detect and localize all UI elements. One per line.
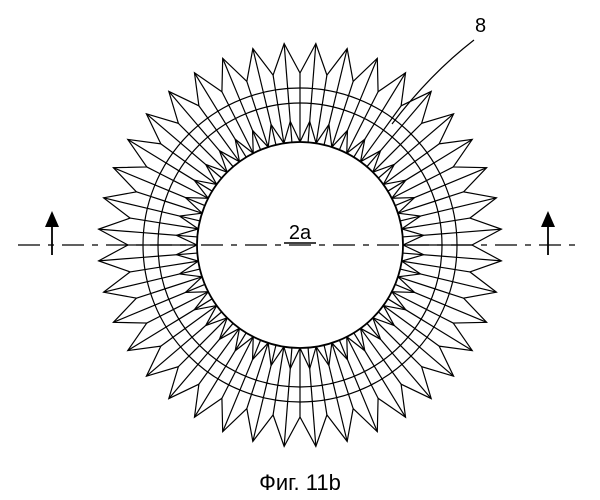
figure-caption: Фиг. 11b [0,470,600,496]
bevel-gear-figure: 2a 8 [0,0,600,500]
leader-label: 8 [475,15,486,37]
center-label: 2a [289,222,312,244]
